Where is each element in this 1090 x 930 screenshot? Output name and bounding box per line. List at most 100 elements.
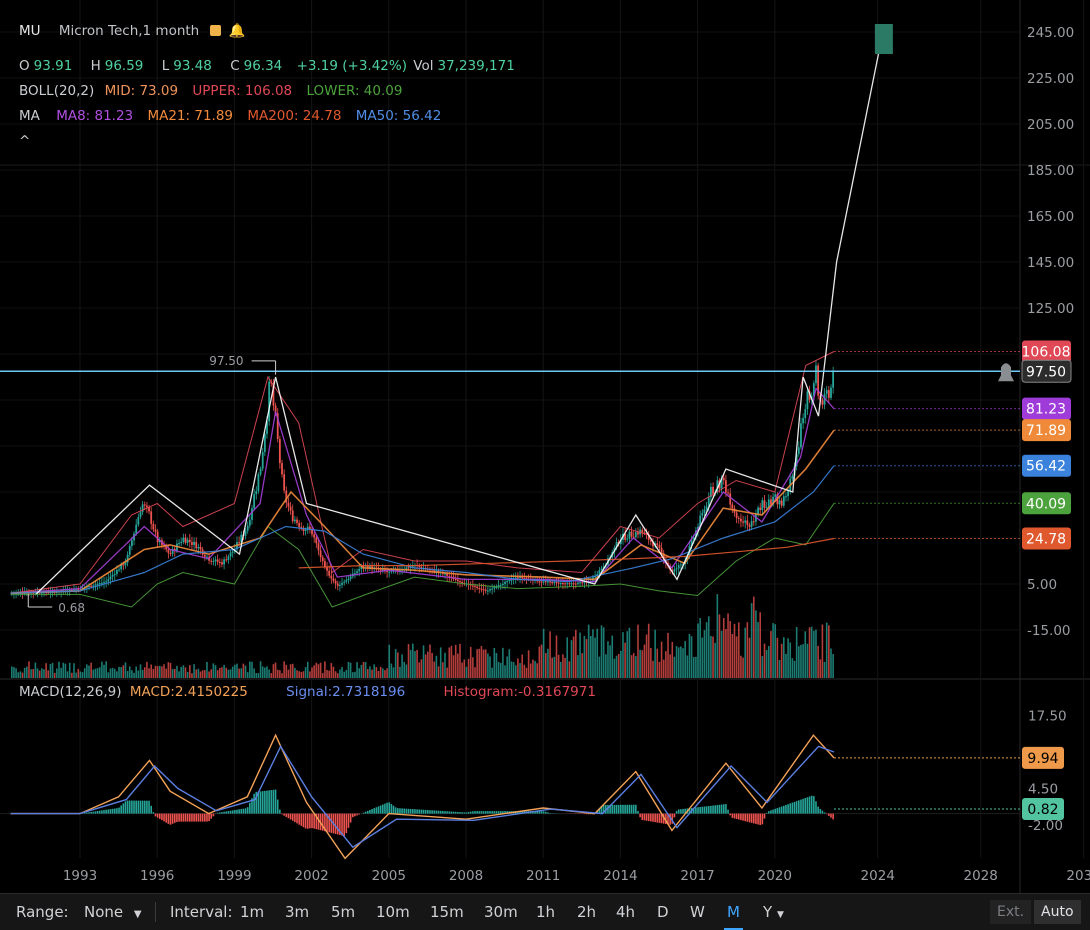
volume-bar <box>303 671 305 678</box>
volume-bar <box>11 666 13 678</box>
histogram-bar <box>352 814 354 818</box>
volume-bar <box>206 662 208 678</box>
candle-body <box>560 583 562 584</box>
histogram-bar <box>155 814 157 817</box>
notes-icon[interactable] <box>210 25 221 36</box>
volume-bar <box>365 662 367 678</box>
volume-bar <box>150 665 152 678</box>
volume-bar <box>380 667 382 678</box>
volume-bar <box>551 658 553 678</box>
volume-bar <box>37 668 39 678</box>
volume-bar <box>290 664 292 678</box>
histogram-bar <box>421 810 423 814</box>
collapse-legend-button[interactable]: ^ <box>19 133 30 149</box>
interval-y[interactable]: Y ▼ <box>763 903 784 921</box>
volume-bar <box>176 666 178 678</box>
volume-bar <box>506 656 508 678</box>
volume-bar <box>749 638 751 678</box>
candle-body <box>197 547 199 548</box>
volume-bar <box>243 664 245 678</box>
volume-bar <box>498 662 500 678</box>
interval-m-selected[interactable]: M <box>727 903 740 921</box>
open-value: 93.91 <box>34 58 73 74</box>
histogram-bar <box>496 811 498 813</box>
interval-4h[interactable]: 4h <box>616 903 635 921</box>
interval-w[interactable]: W <box>690 903 705 921</box>
volume-bar <box>191 673 193 678</box>
volume-bar <box>562 654 564 678</box>
volume-bar <box>483 650 485 678</box>
candle-body <box>500 585 502 586</box>
candle-body <box>225 559 227 560</box>
candle-body <box>637 532 639 534</box>
histogram-bar <box>356 814 358 816</box>
histogram-bar <box>753 814 755 824</box>
macd-y-tick-label: 4.50 <box>1028 781 1058 797</box>
interval-15m[interactable]: 15m <box>430 903 464 921</box>
macd-legend[interactable]: MACD(12,26,9) MACD:2.4150225 Signal:2.73… <box>19 684 602 700</box>
volume-bar <box>712 637 714 678</box>
volume-bar <box>240 668 242 678</box>
price-tag-label: 97.50 <box>1026 364 1066 380</box>
high-label: H <box>91 58 101 74</box>
candle-body <box>221 562 223 564</box>
volume-bar <box>223 665 225 678</box>
boll-legend[interactable]: BOLL(20,2) MID: 73.09 UPPER: 106.08 LOWE… <box>19 83 408 99</box>
candle-body <box>815 365 817 383</box>
histogram-bar <box>176 814 178 822</box>
ext-hours-toggle[interactable]: Ext. <box>990 900 1031 924</box>
interval-3m[interactable]: 3m <box>285 903 309 921</box>
volume-bar <box>35 663 37 678</box>
histogram-bar <box>626 805 628 814</box>
histogram-bar <box>438 811 440 814</box>
interval-1h[interactable]: 1h <box>536 903 555 921</box>
volume-bar <box>275 662 277 678</box>
volume-bar <box>654 630 656 678</box>
volume-bar <box>526 668 528 678</box>
histogram-bar <box>88 812 90 813</box>
interval-d[interactable]: D <box>657 903 669 921</box>
candle-body <box>219 562 221 563</box>
auto-scale-toggle[interactable]: Auto <box>1034 900 1081 924</box>
volume-bar <box>135 667 137 678</box>
interval-10m[interactable]: 10m <box>376 903 410 921</box>
volume-bar <box>388 645 390 678</box>
interval-5m[interactable]: 5m <box>331 903 355 921</box>
candle-body <box>333 579 335 581</box>
volume-bar <box>425 654 427 678</box>
x-tick-label: 2032 <box>1066 868 1090 884</box>
histogram-bar <box>354 814 356 817</box>
histogram-bar <box>406 809 408 814</box>
histogram-bar <box>646 814 648 821</box>
histogram-bar <box>830 814 832 818</box>
volume-bar <box>200 671 202 678</box>
volume-bar <box>69 663 71 678</box>
candle-body <box>178 543 180 544</box>
ma-label: MA <box>19 108 40 124</box>
histogram-bar <box>431 810 433 813</box>
range-select[interactable]: None ▼ <box>84 903 142 921</box>
histogram-bar <box>427 810 429 814</box>
interval-1m[interactable]: 1m <box>240 903 264 921</box>
candle-body <box>268 382 270 422</box>
histogram-bar <box>543 811 545 813</box>
interval-2h[interactable]: 2h <box>577 903 596 921</box>
candle-body <box>787 491 789 497</box>
candle-body <box>296 520 298 523</box>
candle-body <box>558 582 560 583</box>
histogram-bar <box>129 801 131 814</box>
interval-30m[interactable]: 30m <box>484 903 518 921</box>
candle-body <box>95 585 97 586</box>
ma-legend[interactable]: MA MA8: 81.23 MA21: 71.89 MA200: 24.78 M… <box>19 108 447 124</box>
candle-body <box>131 540 133 546</box>
histogram-bar <box>781 807 783 814</box>
chart-canvas[interactable]: 245.00225.00205.00185.00165.00145.00125.… <box>0 0 1090 893</box>
candle-body <box>238 542 240 543</box>
alert-bell-icon[interactable]: 🔔 <box>229 23 246 39</box>
volume-bar <box>20 671 22 678</box>
candle-body <box>330 576 332 579</box>
volume-bar <box>174 669 176 678</box>
volume-bar <box>590 636 592 678</box>
volume-bar <box>594 638 596 678</box>
histogram-bar <box>824 812 826 813</box>
